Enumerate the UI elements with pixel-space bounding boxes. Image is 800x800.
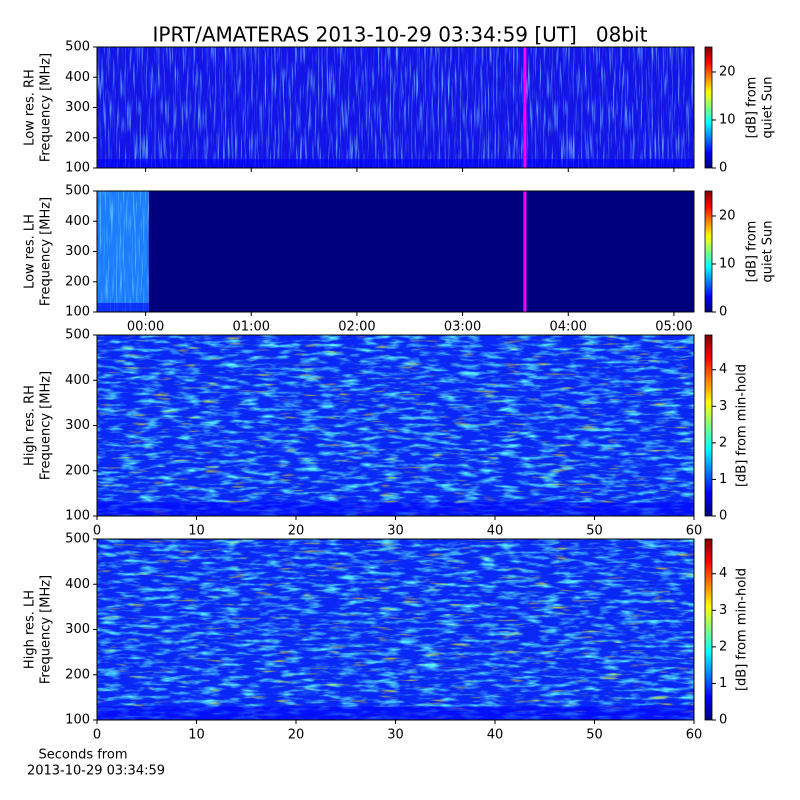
spectrogram-bursts	[97, 335, 694, 516]
x-tick-label: 0	[93, 524, 101, 539]
x-tick-label: 10	[188, 524, 205, 539]
colorbar-tick-label: 1	[719, 472, 727, 487]
colorbar-tick-label: 0	[719, 713, 727, 728]
colorbar-tick-label: 1	[719, 676, 727, 691]
x-tick-label: 40	[487, 524, 504, 539]
spectrogram-background	[97, 191, 694, 312]
x-tick-label: 30	[387, 728, 404, 743]
y-axis-label: Low res. LH	[23, 214, 38, 289]
y-tick-label: 400	[65, 577, 90, 592]
low-band	[97, 302, 149, 312]
x-tick-label: 50	[586, 728, 603, 743]
colorbar-tick-label: 4	[719, 362, 727, 377]
y-tick-label: 500	[65, 40, 90, 55]
x-tick-label: 02:00	[338, 320, 375, 335]
colorbar	[704, 190, 713, 313]
low-band	[97, 706, 694, 720]
y-axis-label: Low res. RH	[23, 69, 38, 146]
x-tick-label: 30	[387, 524, 404, 539]
colorbar-tick-label: 2	[719, 639, 727, 654]
y-axis-label: Frequency [MHz]	[39, 575, 54, 684]
x-tick-label: 03:00	[444, 320, 481, 335]
colorbar	[704, 46, 713, 169]
colorbar-tick-label: 0	[719, 305, 727, 320]
y-tick-label: 300	[65, 100, 90, 115]
x-tick-label: 01:00	[233, 320, 270, 335]
low-band	[97, 158, 694, 168]
colorbar-label: quiet Sun	[761, 76, 776, 138]
x-tick-label: 50	[586, 524, 603, 539]
spectrogram-texture	[97, 47, 694, 168]
colorbar	[704, 334, 713, 517]
figure-title: IPRT/AMATERAS 2013-10-29 03:34:59 [UT] 0…	[153, 23, 648, 47]
y-tick-label: 400	[65, 214, 90, 229]
x-tick-label: 0	[93, 728, 101, 743]
colorbar-label: [dB] from	[745, 221, 760, 283]
y-tick-label: 300	[65, 622, 90, 637]
x-axis-label: Seconds from	[38, 748, 127, 763]
y-tick-label: 300	[65, 244, 90, 259]
y-tick-label: 200	[65, 463, 90, 478]
spectrogram-texture	[97, 191, 149, 312]
x-tick-label: 60	[686, 728, 703, 743]
x-tick-label: 20	[288, 728, 305, 743]
x-tick-label: 40	[487, 728, 504, 743]
y-tick-label: 300	[65, 418, 90, 433]
x-tick-label: 20	[288, 524, 305, 539]
y-axis-label: High res. RH	[23, 385, 38, 466]
y-tick-label: 100	[65, 509, 90, 524]
y-tick-label: 200	[65, 667, 90, 682]
y-tick-label: 200	[65, 130, 90, 145]
colorbar-tick-label: 0	[719, 161, 727, 176]
y-tick-label: 500	[65, 328, 90, 343]
colorbar	[704, 538, 713, 721]
y-tick-label: 400	[65, 373, 90, 388]
y-tick-label: 400	[65, 70, 90, 85]
colorbar-label: quiet Sun	[761, 220, 776, 282]
y-tick-label: 500	[65, 184, 90, 199]
y-tick-label: 100	[65, 305, 90, 320]
y-tick-label: 100	[65, 713, 90, 728]
y-axis-label: Frequency [MHz]	[39, 371, 54, 480]
y-tick-label: 200	[65, 274, 90, 289]
colorbar-tick-label: 3	[719, 399, 727, 414]
colorbar-tick-label: 10	[719, 256, 736, 271]
colorbar-tick-label: 20	[719, 208, 736, 223]
colorbar-label: [dB] from min-hold	[735, 364, 750, 487]
colorbar-tick-label: 0	[719, 509, 727, 524]
x-tick-label: 05:00	[655, 320, 692, 335]
colorbar-label: [dB] from min-hold	[735, 568, 750, 691]
x-tick-label: 10	[188, 728, 205, 743]
y-tick-label: 500	[65, 532, 90, 547]
x-tick-label: 04:00	[550, 320, 587, 335]
x-tick-label: 00:00	[127, 320, 164, 335]
colorbar-tick-label: 2	[719, 435, 727, 450]
x-axis-label: 2013-10-29 03:34:59	[27, 764, 165, 779]
y-axis-label: High res. LH	[23, 590, 38, 669]
y-axis-label: Frequency [MHz]	[39, 53, 54, 162]
y-axis-label: Frequency [MHz]	[39, 197, 54, 306]
spectrogram-bursts	[97, 539, 694, 720]
low-band	[97, 502, 694, 516]
colorbar-tick-label: 3	[719, 603, 727, 618]
y-tick-label: 100	[65, 161, 90, 176]
colorbar-tick-label: 10	[719, 112, 736, 127]
colorbar-label: [dB] from	[745, 77, 760, 139]
colorbar-tick-label: 4	[719, 566, 727, 581]
x-tick-label: 60	[686, 524, 703, 539]
colorbar-tick-label: 20	[719, 64, 736, 79]
